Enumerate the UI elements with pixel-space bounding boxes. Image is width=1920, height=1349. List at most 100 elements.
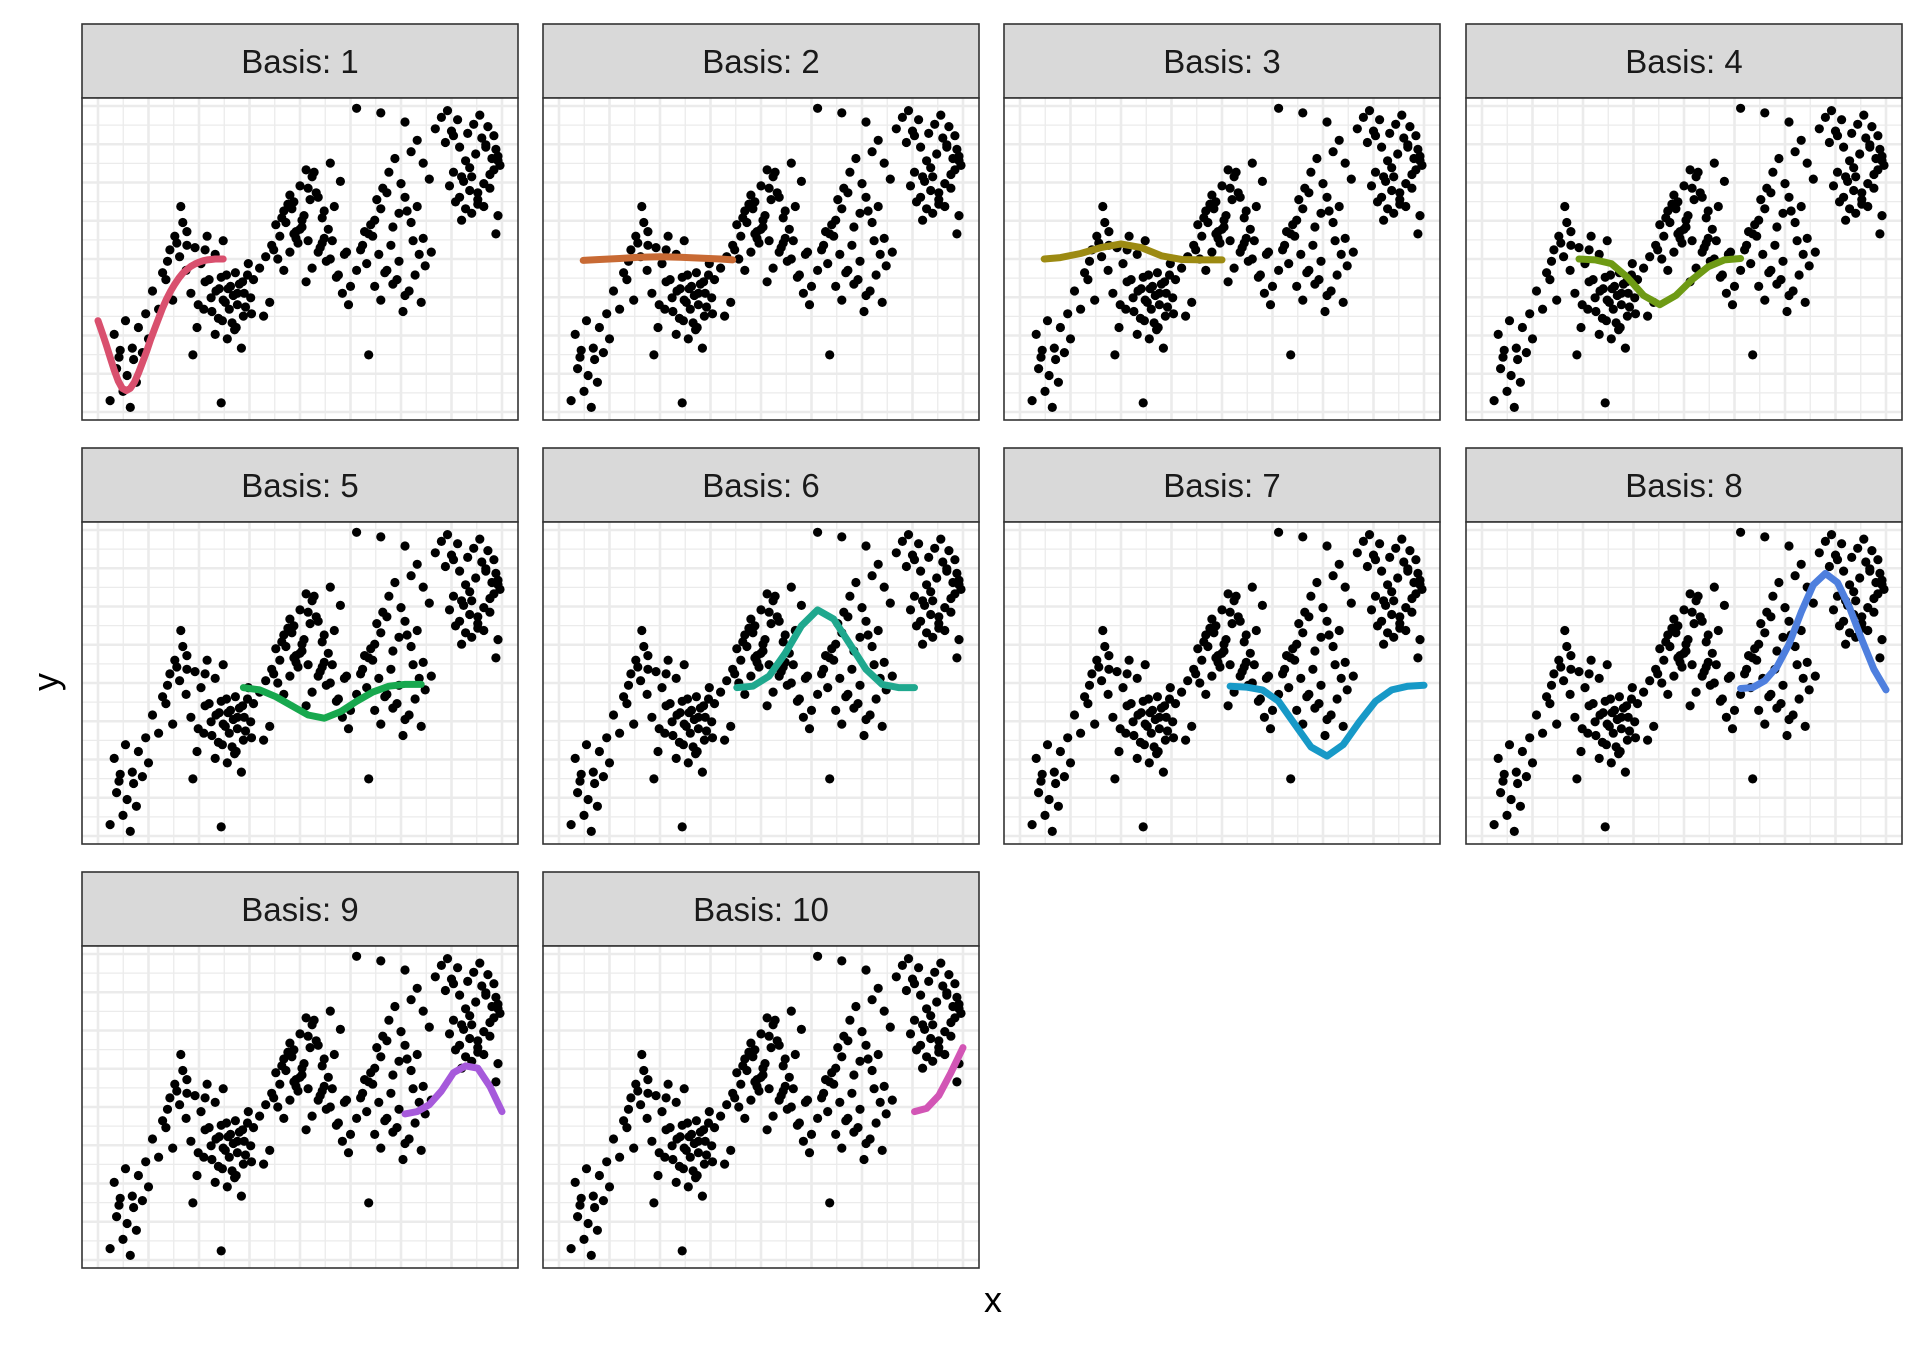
data-point [1839, 192, 1849, 202]
data-point [766, 619, 776, 629]
data-point [192, 1170, 202, 1181]
data-point [829, 231, 839, 241]
data-point [493, 1059, 503, 1069]
data-point [926, 587, 936, 597]
data-point [1873, 555, 1883, 565]
data-point [1162, 726, 1173, 736]
basis-curve-5 [239, 680, 425, 722]
data-point [1385, 552, 1395, 563]
data-point [388, 646, 398, 656]
data-point [1513, 778, 1523, 789]
data-point [869, 1084, 879, 1094]
data-point [833, 195, 843, 205]
data-point [835, 249, 845, 259]
data-point [1051, 354, 1061, 365]
data-point [1607, 708, 1617, 718]
data-point [1223, 277, 1233, 287]
data-point [327, 236, 337, 246]
data-point [1312, 153, 1322, 164]
data-point [1877, 580, 1887, 590]
data-point [1145, 284, 1155, 294]
data-point [637, 625, 647, 636]
data-point [1689, 619, 1699, 629]
data-point [855, 680, 865, 690]
data-point [129, 354, 139, 365]
data-point [210, 673, 220, 684]
data-point [1259, 288, 1269, 298]
data-point [1570, 288, 1580, 298]
data-point [309, 167, 319, 177]
data-point [1855, 573, 1865, 583]
facet-panel-3: Basis: 3 [1003, 23, 1441, 421]
data-point [325, 1006, 335, 1016]
data-point [619, 268, 629, 278]
data-point [420, 261, 430, 271]
data-point [647, 288, 657, 298]
data-point [473, 612, 483, 622]
data-point [877, 721, 887, 732]
data-point [1711, 660, 1721, 670]
data-point [1784, 714, 1794, 725]
data-point [1405, 546, 1415, 556]
data-point [1274, 103, 1284, 113]
facet-strip [81, 447, 519, 523]
data-point [313, 671, 323, 681]
data-point [133, 1170, 143, 1181]
data-point [1324, 630, 1334, 640]
data-point [1121, 304, 1131, 314]
data-point [643, 1075, 653, 1085]
data-point [1709, 582, 1719, 592]
data-point [394, 1104, 404, 1114]
data-point [463, 128, 473, 138]
data-point [663, 655, 673, 665]
data-point [188, 774, 198, 784]
data-point [861, 192, 871, 202]
data-point [861, 117, 871, 127]
data-point [1241, 206, 1251, 216]
data-point [1780, 603, 1790, 613]
data-point [936, 958, 946, 968]
data-point [356, 1093, 366, 1103]
data-point [1165, 683, 1175, 693]
data-point [764, 183, 774, 193]
data-point [341, 247, 352, 257]
data-point [631, 655, 641, 665]
data-point [192, 746, 202, 757]
data-point [778, 1086, 788, 1096]
data-point [1622, 701, 1632, 711]
data-point [699, 701, 709, 711]
data-point [1594, 249, 1604, 259]
data-point [1336, 249, 1346, 259]
data-point [273, 254, 283, 264]
data-point [1655, 220, 1665, 230]
data-point [1405, 122, 1415, 132]
data-point [218, 236, 228, 246]
data-point [186, 712, 196, 722]
data-point [182, 227, 192, 237]
data-point [343, 724, 354, 734]
data-point [1306, 167, 1316, 177]
data-point [1538, 304, 1548, 314]
data-point [199, 728, 209, 738]
data-point [414, 673, 424, 684]
data-point [202, 655, 212, 665]
data-point [1623, 288, 1633, 298]
data-point [639, 1065, 649, 1076]
data-point [1549, 669, 1559, 679]
data-point [579, 1234, 589, 1244]
data-point [141, 733, 151, 743]
data-point [835, 673, 845, 684]
data-point [259, 735, 269, 745]
data-point [1875, 144, 1885, 154]
data-point [1138, 272, 1148, 282]
data-point [867, 995, 877, 1005]
data-point [1679, 605, 1689, 615]
data-point [303, 236, 313, 246]
data-point [412, 135, 422, 145]
data-point [1201, 630, 1211, 640]
data-point [444, 181, 455, 191]
data-point [802, 1095, 813, 1105]
data-point [1762, 183, 1772, 193]
data-point [1294, 195, 1304, 205]
